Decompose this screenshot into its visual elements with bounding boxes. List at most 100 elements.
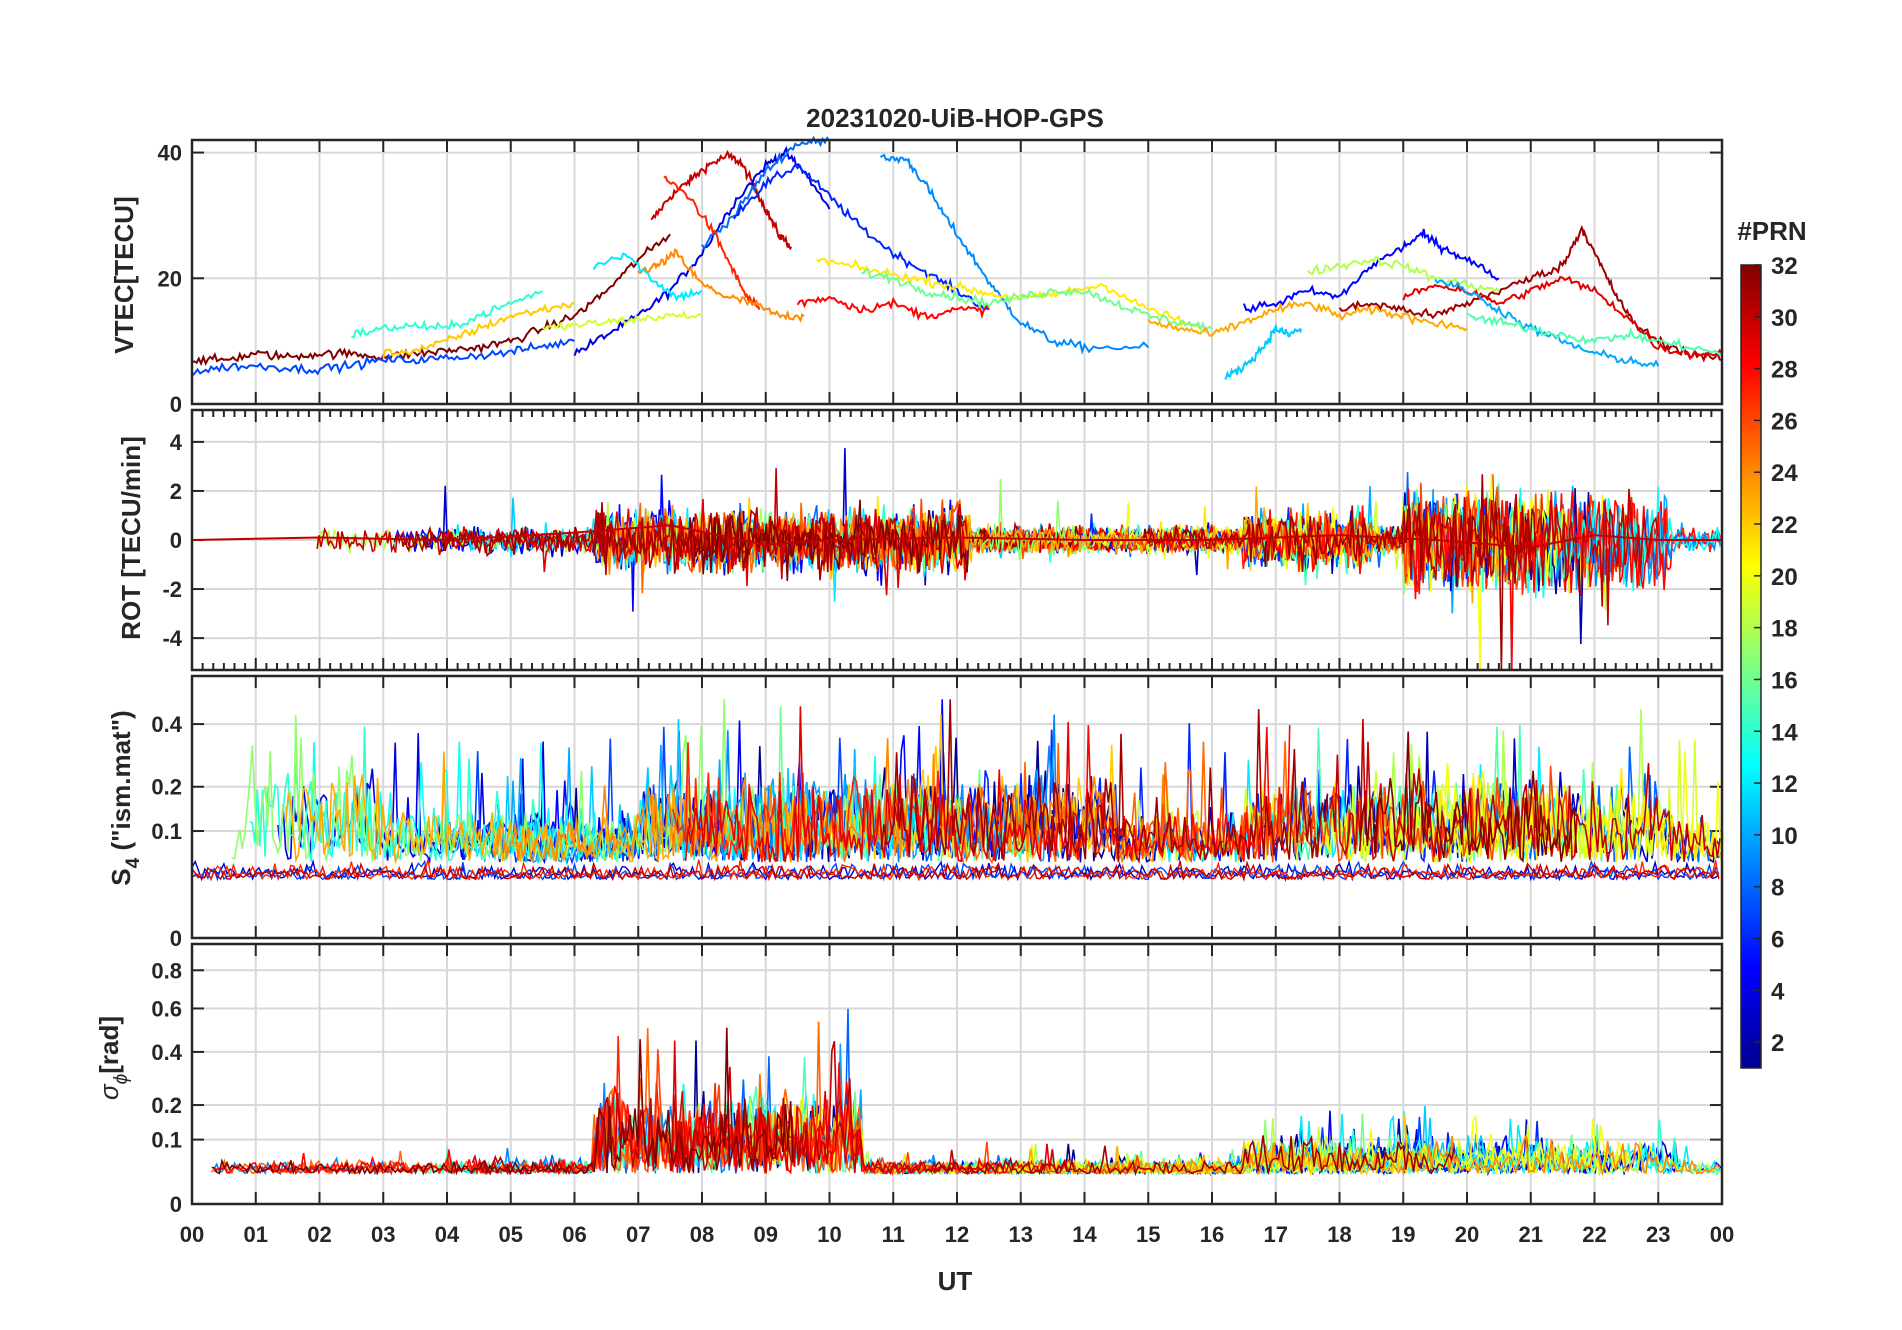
sigma-series-prn-29 xyxy=(671,1040,1073,1175)
vtec-series-prn-22 xyxy=(382,302,575,359)
sigma-ytick-label: 0 xyxy=(170,1192,182,1217)
x-tick-label: 12 xyxy=(945,1222,969,1247)
vtec-series-prn-16 xyxy=(861,268,1213,334)
rot-ytick-label: 2 xyxy=(170,479,182,504)
x-tick-label: 06 xyxy=(562,1222,586,1247)
x-tick-label: 18 xyxy=(1327,1222,1351,1247)
x-tick-label: 01 xyxy=(244,1222,268,1247)
colorbar-tick-label: 16 xyxy=(1771,667,1798,694)
colorbar-tick-label: 8 xyxy=(1771,875,1784,902)
s4-ytick-label: 0 xyxy=(170,926,182,951)
s4-series-prn-25 xyxy=(960,741,1312,865)
s4-ylabel-main: S xyxy=(106,868,136,885)
x-tick-label: 21 xyxy=(1519,1222,1543,1247)
colorbar-tick-label: 22 xyxy=(1771,512,1798,539)
x-tick-label: 14 xyxy=(1072,1222,1097,1247)
vtec-series-prn-19 xyxy=(541,310,703,332)
s4-baseline-prn-30 xyxy=(191,860,1720,882)
s4-ytick-label: 0.2 xyxy=(151,775,182,800)
x-tick-label: 20 xyxy=(1455,1222,1479,1247)
colorbar-tick-label: 14 xyxy=(1771,719,1798,746)
colorbar-tick-label: 18 xyxy=(1771,616,1798,643)
vtec-series-prn-8 xyxy=(701,135,831,251)
vtec-series-prn-6 xyxy=(733,162,990,312)
vtec-series-prn-4 xyxy=(573,145,831,356)
x-tick-label: 09 xyxy=(754,1222,778,1247)
colorbar-tick-label: 4 xyxy=(1771,978,1785,1005)
vtec-series-prn-27 xyxy=(663,175,761,311)
s4-series-prn-14 xyxy=(249,726,598,862)
x-tick-label: 11 xyxy=(882,1222,905,1247)
rot-ylabel: ROT [TECU/min] xyxy=(116,436,146,640)
vtec-series-prn-23 xyxy=(1147,300,1468,337)
panel-rot: -4 -2 0 2 4 xyxy=(162,408,1724,672)
rot-ytick-label: 0 xyxy=(170,528,182,553)
x-tick-label: 13 xyxy=(1009,1222,1033,1247)
colorbar-title: #PRN xyxy=(1737,216,1806,246)
sigma-ylabel-sub: ϕ xyxy=(111,1074,132,1085)
sigma-ytick-label: 0.6 xyxy=(151,996,182,1021)
x-tick-label: 19 xyxy=(1391,1222,1415,1247)
x-tick-label: 23 xyxy=(1646,1222,1670,1247)
colorbar-tick-label: 28 xyxy=(1771,357,1798,384)
vtec-series-prn-24 xyxy=(637,248,805,323)
sigma-ylabel-rest: [rad] xyxy=(94,1016,124,1074)
s4-series-prn-32 xyxy=(1358,731,1578,863)
vtec-series-prn-32 xyxy=(191,233,671,367)
vtec-series-prn-28 xyxy=(796,295,990,322)
colorbar-tick-label: 10 xyxy=(1771,823,1798,850)
vtec-series-prn-31 xyxy=(1338,224,1723,363)
vtec-series-prn-21 xyxy=(816,257,1201,330)
vtec-series-prn-15 xyxy=(1466,312,1723,357)
colorbar-tick-label: 26 xyxy=(1771,408,1798,435)
vtec-series-prn-18 xyxy=(1306,255,1500,294)
colorbar xyxy=(1740,264,1762,1069)
sigma-series-prn-32 xyxy=(211,1027,794,1176)
colorbar-tick-label: 30 xyxy=(1771,305,1798,332)
x-tick-label: 22 xyxy=(1582,1222,1606,1247)
vtec-ytick-label: 20 xyxy=(158,266,182,291)
s4-ylabel-rest: ("ism.mat") xyxy=(106,710,136,857)
x-tick-label: 00 xyxy=(180,1222,204,1247)
vtec-series-prn-30 xyxy=(650,149,793,251)
colorbar-tick-label: 24 xyxy=(1771,460,1798,487)
panel-vtec: 0 20 40 xyxy=(158,135,1724,417)
s4-series-prn-31 xyxy=(880,699,1329,865)
s4-series-prn-28 xyxy=(1074,725,1291,862)
rot-ytick-label: 4 xyxy=(170,430,183,455)
vtec-series-prn-12 xyxy=(592,252,703,303)
sigma-ylabel: σϕ[rad] xyxy=(94,1016,132,1100)
chart-title: 20231020-UiB-HOP-GPS xyxy=(806,103,1104,133)
x-tick-label: 17 xyxy=(1264,1222,1288,1247)
sigma-ytick-label: 0.4 xyxy=(151,1040,182,1065)
colorbar-tick-label: 6 xyxy=(1771,926,1784,953)
panel-s4: 0 0.1 0.2 0.4 xyxy=(151,674,1724,951)
vtec-series-prn-7 xyxy=(191,338,575,377)
colorbar-tick-label: 32 xyxy=(1771,253,1798,280)
panel-sigma-phi: 0 0.1 0.2 0.4 0.6 0.8 xyxy=(151,942,1724,1217)
vtec-series-prn-5 xyxy=(1242,228,1500,314)
sigma-ytick-label: 0.1 xyxy=(151,1128,182,1153)
x-tick-label: 04 xyxy=(435,1222,460,1247)
sigma-series-prn-27 xyxy=(268,1035,844,1176)
colorbar-tick-label: 12 xyxy=(1771,771,1798,798)
x-tick-label: 07 xyxy=(626,1222,650,1247)
vtec-series-prn-10 xyxy=(1434,278,1660,368)
sigma-series-prn-30 xyxy=(471,1040,956,1176)
colorbar-tick-label: 2 xyxy=(1771,1030,1784,1057)
vtec-series-prn-11 xyxy=(1224,323,1303,381)
x-tick-label: 05 xyxy=(499,1222,523,1247)
sigma-series-prn-31 xyxy=(933,1134,1456,1177)
s4-series-prn-30 xyxy=(1329,718,1721,862)
colorbar-tick-label: 20 xyxy=(1771,564,1798,591)
rot-series-prn-30-trend xyxy=(191,524,1722,549)
x-axis-label: UT xyxy=(938,1266,973,1296)
s4-ylabel: S4 ("ism.mat") xyxy=(106,710,144,885)
x-tick-label: 08 xyxy=(690,1222,714,1247)
vtec-ytick-label: 40 xyxy=(158,141,182,166)
vtec-series-prn-29 xyxy=(1402,275,1723,361)
rot-ytick-label: -4 xyxy=(162,626,182,651)
s4-series-prn-29 xyxy=(684,706,1085,863)
